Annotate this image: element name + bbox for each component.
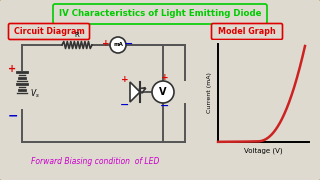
FancyBboxPatch shape — [9, 24, 90, 39]
Text: Current (mA): Current (mA) — [207, 73, 212, 113]
FancyBboxPatch shape — [53, 4, 267, 24]
Polygon shape — [130, 82, 140, 102]
Text: −: − — [124, 39, 134, 49]
Text: Circuit Diagram: Circuit Diagram — [14, 27, 84, 36]
Text: +: + — [8, 64, 16, 74]
FancyBboxPatch shape — [212, 24, 283, 39]
Text: V: V — [159, 87, 167, 97]
Text: +: + — [102, 39, 110, 48]
Text: $V_s$: $V_s$ — [30, 88, 40, 100]
Text: IV Characteristics of Light Emitting Diode: IV Characteristics of Light Emitting Dio… — [59, 10, 261, 19]
Text: +: + — [161, 73, 169, 82]
Text: Model Graph: Model Graph — [218, 27, 276, 36]
Text: −: − — [120, 100, 130, 110]
Text: R: R — [75, 32, 79, 38]
Circle shape — [152, 81, 174, 103]
Text: −: − — [160, 101, 170, 111]
Circle shape — [110, 37, 126, 53]
Text: Forward Biasing condition  of LED: Forward Biasing condition of LED — [31, 158, 159, 166]
Text: Voltage (V): Voltage (V) — [244, 147, 283, 154]
Text: +: + — [121, 75, 129, 84]
Text: −: − — [8, 109, 19, 123]
FancyBboxPatch shape — [204, 40, 313, 152]
Text: mA: mA — [113, 42, 123, 48]
